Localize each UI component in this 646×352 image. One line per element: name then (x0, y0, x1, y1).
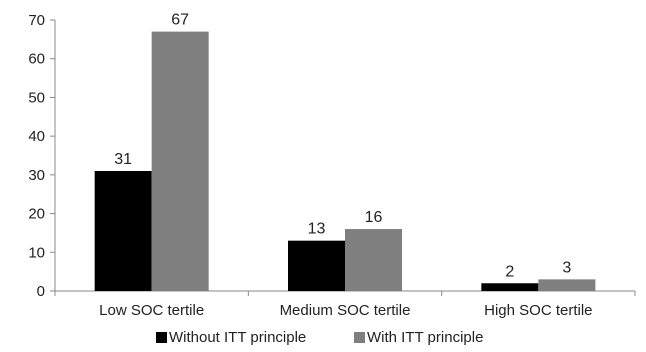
bar-with-itt-2 (538, 279, 596, 291)
bar-without-itt-1 (288, 240, 345, 291)
bars-group (94, 31, 596, 291)
data-label: 67 (171, 12, 189, 29)
legend: Without ITT principle With ITT principle (156, 329, 483, 346)
bar-without-itt-2 (481, 283, 539, 291)
y-tick-label: 10 (28, 244, 45, 261)
legend-swatch-0 (156, 332, 167, 343)
x-axis (54, 290, 636, 296)
data-label: 16 (365, 209, 383, 226)
y-tick-label: 70 (28, 12, 45, 29)
bar-without-itt-0 (94, 170, 152, 291)
legend-label-0: Without ITT principle (169, 329, 306, 346)
y-tick-label: 60 (28, 51, 45, 68)
category-labels-group: Low SOC tertile Medium SOC tertile High SO… (99, 302, 592, 319)
y-tick-label: 50 (28, 89, 45, 106)
category-label: Medium SOC tertile (280, 302, 411, 319)
data-label: 31 (114, 151, 132, 168)
y-tick-label: 40 (28, 128, 45, 145)
bar-with-itt-1 (345, 229, 402, 291)
y-tick-label: 30 (28, 167, 45, 184)
legend-label-1: With ITT principle (367, 329, 483, 346)
data-label: 3 (562, 259, 571, 276)
legend-swatch-1 (354, 332, 365, 343)
y-tick-label: 0 (37, 283, 45, 300)
data-label: 2 (505, 263, 514, 280)
data-labels-group: 31 67 13 16 2 3 (114, 12, 571, 281)
category-label: High SOC tertile (484, 302, 592, 319)
bar-with-itt-0 (151, 31, 209, 291)
y-tick-label: 20 (28, 206, 45, 223)
category-label: Low SOC tertile (99, 302, 204, 319)
data-label: 13 (308, 221, 326, 238)
y-axis: 0 10 20 30 40 50 60 70 (28, 12, 56, 300)
